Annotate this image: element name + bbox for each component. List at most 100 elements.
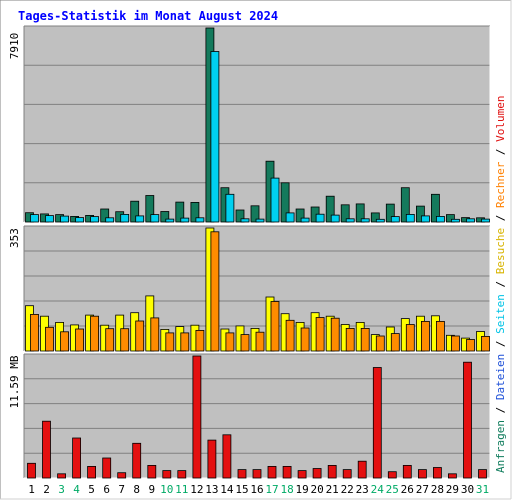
day-label: 28 <box>431 483 444 496</box>
day-label: 16 <box>250 483 263 496</box>
bar-rechner-day-26 <box>405 324 415 352</box>
day-label: 2 <box>43 483 50 496</box>
day-axis-labels: 1 2 3 4 5 6 7 8 9 10 11 12 13 14 15 16 17 18 19 20 21 22 23 24 2… <box>28 483 489 496</box>
bar-dateien-day-21 <box>330 214 340 223</box>
bar-rechner-day-16 <box>255 331 265 352</box>
day-label: 30 <box>461 483 474 496</box>
bar-dateien-day-31 <box>481 218 490 223</box>
bar-dateien-day-9 <box>150 214 160 223</box>
legend-separator: / <box>494 334 507 354</box>
bar-dateien-day-20 <box>315 213 325 223</box>
bar-dateien-day-4 <box>75 217 84 223</box>
bar-volumen-day-11 <box>177 470 187 479</box>
day-label: 3 <box>58 483 65 496</box>
legend-item-seiten: Seiten <box>494 294 507 334</box>
bar-dateien-day-10 <box>165 218 175 223</box>
bar-volumen-day-25 <box>387 471 397 479</box>
day-label: 13 <box>205 483 218 496</box>
bar-volumen-day-14 <box>222 434 232 479</box>
bar-anfragen-day-18 <box>280 182 290 223</box>
bar-volumen-day-1 <box>27 462 36 479</box>
day-label: 14 <box>220 483 234 496</box>
bar-dateien-day-25 <box>390 216 400 223</box>
bar-dateien-day-6 <box>105 217 115 223</box>
bar-anfragen-day-10 <box>160 211 170 223</box>
legend-separator: / <box>494 208 507 228</box>
panel-hits: 7910 <box>8 25 491 223</box>
bar-anfragen-day-26 <box>400 187 410 223</box>
bar-rechner-day-4 <box>75 328 84 352</box>
bar-volumen-day-26 <box>402 464 412 479</box>
bar-rechner-day-22 <box>345 327 355 352</box>
bar-volumen-day-5 <box>87 465 96 479</box>
bar-anfragen-day-9 <box>145 195 155 223</box>
day-label: 17 <box>265 483 278 496</box>
legend-item-volumen: Volumen <box>494 95 507 141</box>
bar-volumen-day-20 <box>312 468 322 479</box>
panel-visits: 353 <box>8 225 491 352</box>
day-label: 21 <box>326 483 339 496</box>
bar-volumen-day-15 <box>237 469 247 479</box>
bar-volumen-day-7 <box>117 472 127 479</box>
bar-dateien-day-15 <box>240 218 250 223</box>
bar-dateien-day-16 <box>255 218 265 223</box>
day-label: 19 <box>295 483 308 496</box>
day-label: 12 <box>190 483 203 496</box>
bar-anfragen-day-23 <box>355 203 365 223</box>
day-label: 10 <box>160 483 173 496</box>
bar-rechner-day-6 <box>105 328 115 352</box>
bar-rechner-day-21 <box>330 317 340 352</box>
bar-dateien-day-13 <box>210 51 220 223</box>
bar-dateien-day-19 <box>300 217 310 223</box>
legend-item-anfragen: Anfragen <box>494 420 507 473</box>
panel-volume-max-label: 11.59 MB <box>8 355 21 408</box>
bar-dateien-day-5 <box>90 216 99 223</box>
bar-anfragen-day-25 <box>385 203 395 223</box>
bar-dateien-day-14 <box>225 193 235 223</box>
bar-rechner-day-5 <box>90 315 99 352</box>
day-label: 31 <box>476 483 489 496</box>
bar-rechner-day-30 <box>466 339 475 352</box>
day-label: 8 <box>133 483 140 496</box>
bar-anfragen-day-8 <box>130 200 140 223</box>
bar-rechner-day-28 <box>435 320 445 352</box>
bar-rechner-day-3 <box>60 331 69 352</box>
day-label: 24 <box>371 483 385 496</box>
legend-item-rechner: Rechner <box>494 161 507 208</box>
bar-volumen-day-18 <box>282 465 292 479</box>
bar-anfragen-day-21 <box>325 195 335 223</box>
bar-rechner-day-31 <box>481 335 490 352</box>
bar-anfragen-day-15 <box>235 209 245 223</box>
bar-volumen-day-17 <box>267 465 277 479</box>
bar-dateien-day-27 <box>420 215 430 223</box>
day-label: 25 <box>386 483 399 496</box>
bar-volumen-day-2 <box>42 420 51 479</box>
bar-rechner-day-24 <box>375 335 385 352</box>
chart-panels: 7910 353 11.59 MB <box>8 25 491 479</box>
panel-volume: 11.59 MB <box>8 353 491 479</box>
day-label: 9 <box>148 483 155 496</box>
day-label: 6 <box>103 483 110 496</box>
legend-separator: / <box>494 274 507 294</box>
bar-volumen-day-8 <box>132 442 142 479</box>
day-label: 23 <box>356 483 369 496</box>
bar-volumen-day-6 <box>102 457 112 479</box>
bar-rechner-day-13 <box>210 231 220 352</box>
bar-rechner-day-29 <box>450 335 460 352</box>
bar-dateien-day-18 <box>285 212 295 223</box>
bar-rechner-day-23 <box>360 327 370 352</box>
bar-dateien-day-28 <box>435 215 445 223</box>
panel-hits-max-label: 7910 <box>8 33 21 60</box>
panel-hits-background <box>24 26 490 222</box>
bar-dateien-day-1 <box>30 214 39 223</box>
day-label: 15 <box>235 483 248 496</box>
bar-volumen-day-24 <box>372 367 382 479</box>
bar-dateien-day-3 <box>60 215 69 223</box>
bar-rechner-day-14 <box>225 332 235 352</box>
day-label: 11 <box>175 483 188 496</box>
bar-volumen-day-30 <box>463 361 472 479</box>
bar-volumen-day-27 <box>417 469 427 479</box>
bar-volumen-day-16 <box>252 469 262 479</box>
